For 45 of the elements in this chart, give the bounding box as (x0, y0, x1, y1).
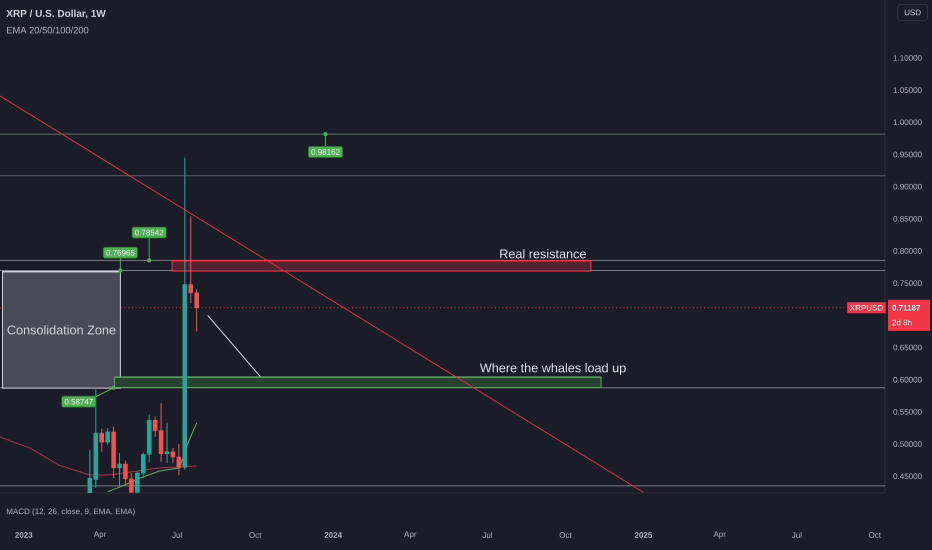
line-series (0, 436, 198, 476)
x-tick-label: 2023 (15, 532, 32, 538)
x-tick-label: Jul (792, 532, 802, 538)
x-tick-label: Jul (482, 532, 492, 538)
x-tick-label: Oct (560, 532, 572, 538)
text: MACD (12, 26, close, 9, EMA, EMA) (6, 508, 135, 516)
y-tick-label: 0.80000 (893, 248, 922, 254)
candlestick (164, 422, 170, 464)
x-tick-label: 2024 (324, 532, 342, 538)
text: Consolidation Zone (8, 325, 116, 334)
candlestick (99, 428, 104, 452)
y-tick-label: 0.55000 (893, 409, 922, 415)
y-tick-label: 0.65000 (893, 344, 922, 350)
annotation: XRPUSD (850, 304, 883, 311)
y-tick-label: 0.60000 (893, 376, 922, 383)
annotation: 0.78542 (135, 230, 164, 236)
y-tick-label: 0.90000 (893, 184, 922, 190)
candlestick (105, 428, 110, 446)
y-tick-label: 1.00000 (894, 119, 922, 126)
y-tick-label: 0.45000 (893, 473, 922, 480)
text: XRP / U.S. Dollar, 1W (6, 10, 106, 18)
annotation: 0.76965 (106, 250, 134, 256)
y-tick-label: 1.05000 (894, 87, 922, 93)
y-tick-label: 0.75000 (893, 280, 922, 286)
annotation: Where the whales load up (480, 363, 626, 375)
x-tick-label: Oct (868, 532, 882, 538)
y-tick-label: 0.50000 (893, 441, 922, 447)
x-tick-label: 2025 (634, 532, 652, 538)
ref-line-label: 0.71187 (892, 304, 920, 311)
x-tick-label: Jul (172, 532, 182, 538)
y-tick-label: 0.95000 (893, 152, 922, 158)
line-series (107, 422, 198, 492)
y-tick-label: 0.85000 (893, 216, 922, 222)
text: 2d 8h (892, 319, 912, 326)
y-tick-label: 1.10000 (894, 55, 922, 61)
x-tick-label: Apr (94, 531, 106, 539)
annotation: 0.58747 (64, 398, 93, 404)
text: EMA 20/50/100/200 (7, 26, 88, 34)
x-tick-label: Apr (404, 531, 416, 539)
x-tick-label: Oct (249, 532, 262, 538)
annotation: 0.98162 (311, 149, 340, 155)
annotation: Real resistance (500, 249, 586, 258)
x-tick-label: Apr (714, 531, 726, 539)
text: USD (904, 10, 921, 16)
candlestick (117, 452, 122, 488)
